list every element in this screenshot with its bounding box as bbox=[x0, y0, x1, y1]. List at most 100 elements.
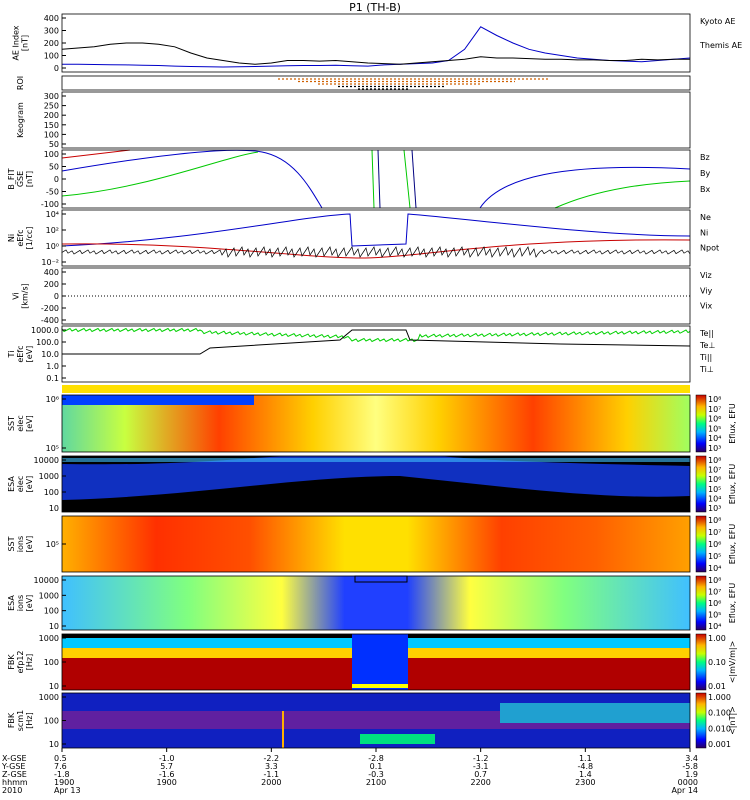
y-tick-label: 10⁴ bbox=[46, 210, 59, 219]
colorbar bbox=[695, 394, 707, 453]
colorbar-tick-label: 10⁶ bbox=[708, 475, 721, 484]
spectrogram-cell bbox=[86, 395, 94, 405]
bfit-spike bbox=[371, 149, 375, 209]
spectrogram-cell bbox=[70, 395, 78, 405]
y-tick-label: -100 bbox=[41, 200, 59, 209]
y-tick-label: -200 bbox=[41, 304, 59, 313]
ne-line bbox=[61, 239, 691, 259]
series-line bbox=[61, 42, 690, 65]
by-line bbox=[61, 151, 259, 197]
footer-value: -1.6 bbox=[159, 770, 175, 779]
colorbar bbox=[695, 575, 707, 631]
y-tick-label: 10000 bbox=[34, 456, 59, 465]
footer-value: -2.2 bbox=[264, 754, 280, 763]
y-axis-label: FBK bbox=[7, 712, 16, 728]
y-tick-label: 10000 bbox=[34, 576, 59, 585]
spectrogram-burst bbox=[352, 684, 408, 688]
y-tick-label: 100 bbox=[44, 488, 59, 497]
spectrogram-band bbox=[500, 703, 690, 723]
y-tick-label: 50 bbox=[49, 163, 59, 172]
footer-row-label: X-GSE bbox=[2, 754, 27, 763]
colorbar bbox=[695, 515, 707, 573]
y-axis-label: eEfc bbox=[16, 229, 25, 246]
y-tick-label: 250 bbox=[44, 102, 59, 111]
colorbar-label: Eflux, EFU bbox=[728, 403, 737, 444]
colorbar-tick-label: 0.10 bbox=[708, 658, 726, 667]
panel-fbk_e: 1000 100 10 FBK efp12 [Hz] 1.00 0.10 0.01<|mV/m|… bbox=[7, 633, 737, 691]
y-axis-label: Vi bbox=[12, 292, 21, 300]
legend-entry: Bz bbox=[700, 153, 710, 162]
colorbar-tick-label: 10⁴ bbox=[708, 494, 721, 503]
colorbar-tick-label: 1.00 bbox=[708, 634, 726, 643]
chart-title: P1 (TH-B) bbox=[349, 1, 401, 14]
spectrogram-cell bbox=[110, 395, 118, 405]
spectrogram-cell bbox=[102, 395, 110, 405]
y-axis-label: SST bbox=[7, 536, 16, 551]
legend-entry: Ti⊥ bbox=[699, 365, 714, 374]
y-axis-label: [nT] bbox=[21, 35, 30, 51]
footer-value: -0.3 bbox=[368, 770, 384, 779]
y-axis-label: Ni bbox=[7, 234, 16, 242]
y-axis-label: [eV] bbox=[25, 346, 34, 363]
spectrogram-cell bbox=[118, 395, 126, 405]
spectrogram-cell bbox=[174, 395, 182, 405]
footer-value: 1900 bbox=[156, 778, 176, 787]
y-axis-label: [eV] bbox=[25, 476, 34, 493]
footer-value: 7.6 bbox=[54, 762, 67, 771]
colorbar bbox=[695, 692, 707, 749]
colorbar-tick-label: 10⁷ bbox=[708, 466, 721, 475]
y-tick-label: 0 bbox=[54, 64, 59, 73]
spectrogram-cell bbox=[158, 395, 166, 405]
colorbar-tick-label: 10⁸ bbox=[708, 516, 721, 525]
spectrogram-cell bbox=[166, 395, 174, 405]
y-axis-label: ESA bbox=[7, 595, 16, 611]
footer-value: 1.9 bbox=[685, 770, 698, 779]
y-tick-label: 0 bbox=[54, 175, 59, 184]
spectrogram-cell bbox=[94, 395, 102, 405]
y-tick-label: 50 bbox=[49, 140, 59, 149]
spectrogram-cell bbox=[222, 395, 230, 405]
y-tick-label: 10 bbox=[49, 682, 59, 691]
panel-ae: 400 300 200 100 0 AE Index [nT] Kyoto AE Themis … bbox=[12, 13, 742, 73]
y-axis-label: elec bbox=[16, 415, 25, 431]
y-tick-label: 300 bbox=[44, 92, 59, 101]
footer-value: -1.8 bbox=[54, 770, 70, 779]
y-axis-label: ions bbox=[16, 536, 25, 552]
y-tick-label: 100 bbox=[44, 607, 59, 616]
panel-frame bbox=[61, 394, 691, 453]
legend-entry: Npot bbox=[700, 244, 719, 253]
footer-value: 1.4 bbox=[579, 770, 592, 779]
colorbar-tick-label: 0.001 bbox=[708, 740, 731, 749]
y-axis-label: FBK bbox=[7, 654, 16, 670]
npot-line bbox=[61, 213, 691, 247]
colorbar-tick-label: 10⁵ bbox=[708, 611, 721, 620]
spectrogram-fill bbox=[62, 516, 690, 572]
colorbar-tick-label: 10⁵ bbox=[708, 424, 721, 433]
spectrogram-cell bbox=[190, 395, 198, 405]
y-axis-label: AE Index bbox=[12, 25, 21, 60]
y-axis-label: [eV] bbox=[25, 415, 34, 432]
y-tick-label: 10⁻² bbox=[41, 258, 59, 267]
y-tick-label: 10⁵ bbox=[46, 540, 59, 549]
y-tick-label: 0.1 bbox=[46, 374, 59, 383]
legend-entry: By bbox=[700, 169, 710, 178]
y-tick-label: 10 bbox=[49, 504, 59, 513]
series-line bbox=[62, 26, 691, 68]
panel-frame bbox=[61, 455, 691, 513]
colorbar-tick-label: 10⁵ bbox=[708, 485, 721, 494]
y-axis-label: [eV] bbox=[25, 536, 34, 553]
y-axis-label: [Hz] bbox=[25, 654, 34, 670]
footer-value: 1.1 bbox=[579, 754, 592, 763]
colorbar-tick-label: 10⁶ bbox=[708, 599, 721, 608]
y-axis-label: Ti bbox=[7, 351, 16, 359]
panel-frame bbox=[61, 267, 691, 325]
footer-value: -2.8 bbox=[368, 754, 384, 763]
te-par-line bbox=[62, 329, 691, 355]
bfit-spike bbox=[411, 149, 417, 209]
footer-row-label: Z-GSE bbox=[2, 770, 27, 779]
y-tick-label: 200 bbox=[44, 39, 59, 48]
y-tick-label: 10 bbox=[49, 622, 59, 631]
panel-ti: 1000.0 100.0 10.0 1.0 0.1 Ti eEfc [eV] Te|| Te⊥ Ti… bbox=[7, 325, 715, 383]
